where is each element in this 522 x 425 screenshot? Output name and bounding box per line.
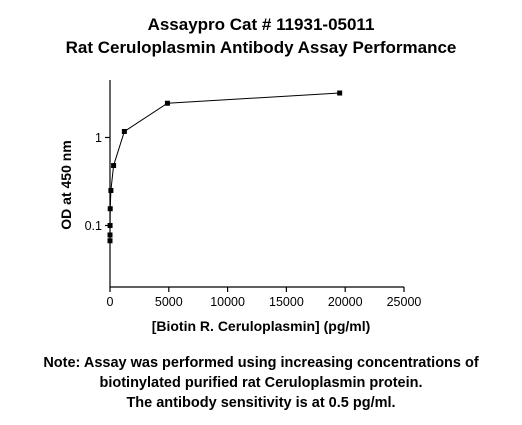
y-axis-label: OD at 450 nm xyxy=(58,140,74,229)
chart-subtitle: Rat Ceruloplasmin Antibody Assay Perform… xyxy=(66,38,457,57)
x-tick-label: 20000 xyxy=(328,295,363,309)
note-line-1: Note: Assay was performed using increasi… xyxy=(43,355,479,371)
y-tick-label: 1 xyxy=(95,131,102,145)
note-line-2: biotinylated purified rat Ceruloplasmin … xyxy=(99,375,422,391)
x-tick-label: 25000 xyxy=(387,295,422,309)
data-point xyxy=(337,90,343,96)
series-line xyxy=(109,92,340,241)
data-point xyxy=(108,187,114,193)
x-tick-label: 10000 xyxy=(210,295,245,309)
data-point xyxy=(164,100,170,106)
data-point xyxy=(121,128,127,134)
data-point xyxy=(107,232,113,238)
axes xyxy=(109,80,404,288)
y-tick-label: 0.1 xyxy=(85,219,102,233)
data-series xyxy=(107,90,343,244)
data-point xyxy=(111,163,117,169)
x-tick-label: 5000 xyxy=(155,295,183,309)
x-tick-label: 0 xyxy=(107,295,114,309)
data-point xyxy=(107,222,113,228)
data-point xyxy=(107,206,113,212)
chart-title: Assaypro Cat # 11931-05011 xyxy=(148,15,375,34)
data-point xyxy=(107,238,113,244)
axis-ticks: 0 5000 10000 15000 20000 25000 0.1 1 xyxy=(85,131,422,309)
note-line-3: The antibody sensitivity is at 0.5 pg/ml… xyxy=(126,395,395,411)
x-tick-label: 15000 xyxy=(269,295,304,309)
x-axis-label: [Biotin R. Ceruloplasmin] (pg/ml) xyxy=(152,318,371,334)
